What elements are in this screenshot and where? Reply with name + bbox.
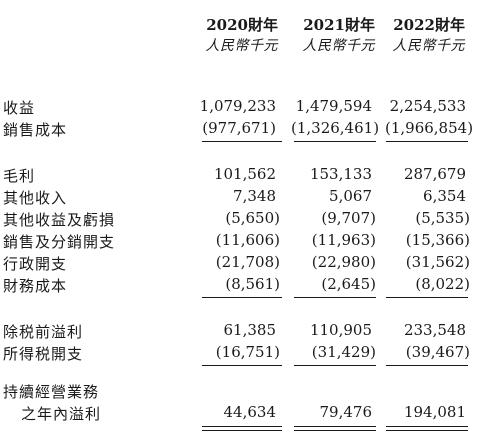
value-2022: (1,966,854) bbox=[385, 119, 474, 137]
subtotal-rule bbox=[386, 365, 468, 366]
row-label: 財務成本 bbox=[3, 277, 68, 295]
unit-header: 人民幣千元 bbox=[392, 38, 465, 54]
value-2022: (8,022) bbox=[415, 275, 470, 293]
year-header: 2022財年 bbox=[393, 16, 465, 34]
value-2020: 7,348 bbox=[233, 187, 276, 205]
value-2022: 233,548 bbox=[403, 321, 466, 339]
value-2021: 153,133 bbox=[309, 165, 372, 183]
value-2022: (5,535) bbox=[415, 209, 470, 227]
table-row: 除税前溢利 61,385 110,905 233,548 bbox=[0, 321, 479, 343]
value-2022: (31,562) bbox=[405, 253, 470, 271]
table-row: 所得税開支 (16,751) (31,429) (39,467) bbox=[0, 343, 479, 365]
subtotal-rule bbox=[294, 297, 376, 298]
table-row: 之年內溢利 44,634 79,476 194,081 bbox=[0, 403, 479, 425]
value-2020: (11,606) bbox=[215, 231, 280, 249]
table-row: 行政開支 (21,708) (22,980) (31,562) bbox=[0, 253, 479, 275]
value-2020: (16,751) bbox=[215, 343, 280, 361]
table-row: 財務成本 (8,561) (2,645) (8,022) bbox=[0, 275, 479, 297]
row-label: 之年內溢利 bbox=[21, 405, 102, 423]
value-2020: (5,650) bbox=[225, 209, 280, 227]
row-label: 行政開支 bbox=[3, 255, 68, 273]
subtotal-rule bbox=[202, 297, 282, 298]
row-label: 其他收入 bbox=[3, 189, 68, 207]
total-double-rule bbox=[294, 426, 376, 431]
row-label: 除税前溢利 bbox=[3, 323, 84, 341]
value-2022: 194,081 bbox=[403, 403, 466, 421]
value-2021: (22,980) bbox=[311, 253, 376, 271]
value-2020: (8,561) bbox=[225, 275, 280, 293]
value-2020: 44,634 bbox=[223, 403, 277, 421]
table-row: 持續經營業務 bbox=[0, 381, 479, 403]
row-label: 收益 bbox=[3, 99, 36, 117]
value-2020: 61,385 bbox=[223, 321, 277, 339]
value-2020: (21,708) bbox=[215, 253, 280, 271]
value-2021: (1,326,461) bbox=[291, 119, 380, 137]
value-2021: (31,429) bbox=[311, 343, 376, 361]
subtotal-rule bbox=[386, 141, 468, 142]
value-2020: 1,079,233 bbox=[199, 97, 276, 115]
unit-header: 人民幣千元 bbox=[302, 38, 375, 54]
subtotal-rule bbox=[386, 297, 468, 298]
row-label: 持續經營業務 bbox=[3, 383, 100, 401]
value-2022: 2,254,533 bbox=[389, 97, 466, 115]
table-row: 收益 1,079,233 1,479,594 2,254,533 bbox=[0, 97, 479, 119]
year-header: 2021財年 bbox=[303, 16, 375, 34]
value-2020: (977,671) bbox=[202, 119, 276, 137]
table-row: 毛利 101,562 153,133 287,679 bbox=[0, 165, 479, 187]
unit-header: 人民幣千元 bbox=[205, 38, 278, 54]
row-label: 銷售成本 bbox=[3, 121, 68, 139]
value-2022: (15,366) bbox=[405, 231, 470, 249]
value-2021: (2,645) bbox=[321, 275, 376, 293]
value-2022: 6,354 bbox=[423, 187, 466, 205]
table-row: 銷售成本 (977,671) (1,326,461) (1,966,854) bbox=[0, 119, 479, 141]
row-label: 所得税開支 bbox=[3, 345, 84, 363]
value-2021: 79,476 bbox=[319, 403, 373, 421]
subtotal-rule bbox=[202, 365, 282, 366]
subtotal-rule bbox=[294, 365, 376, 366]
value-2021: 110,905 bbox=[309, 321, 372, 339]
subtotal-rule bbox=[202, 141, 282, 142]
year-header: 2020財年 bbox=[206, 16, 278, 34]
value-2020: 101,562 bbox=[213, 165, 276, 183]
row-label: 銷售及分銷開支 bbox=[3, 233, 116, 251]
table-row: 銷售及分銷開支 (11,606) (11,963) (15,366) bbox=[0, 231, 479, 253]
value-2021: (9,707) bbox=[321, 209, 376, 227]
subtotal-rule bbox=[294, 141, 376, 142]
row-label: 毛利 bbox=[3, 167, 36, 185]
value-2022: 287,679 bbox=[403, 165, 466, 183]
table-row: 其他收入 7,348 5,067 6,354 bbox=[0, 187, 479, 209]
value-2022: (39,467) bbox=[405, 343, 470, 361]
total-double-rule bbox=[386, 426, 468, 431]
table-row: 其他收益及虧損 (5,650) (9,707) (5,535) bbox=[0, 209, 479, 231]
value-2021: 5,067 bbox=[329, 187, 372, 205]
total-double-rule bbox=[202, 426, 282, 431]
row-label: 其他收益及虧損 bbox=[3, 211, 116, 229]
value-2021: 1,479,594 bbox=[295, 97, 372, 115]
value-2021: (11,963) bbox=[311, 231, 376, 249]
